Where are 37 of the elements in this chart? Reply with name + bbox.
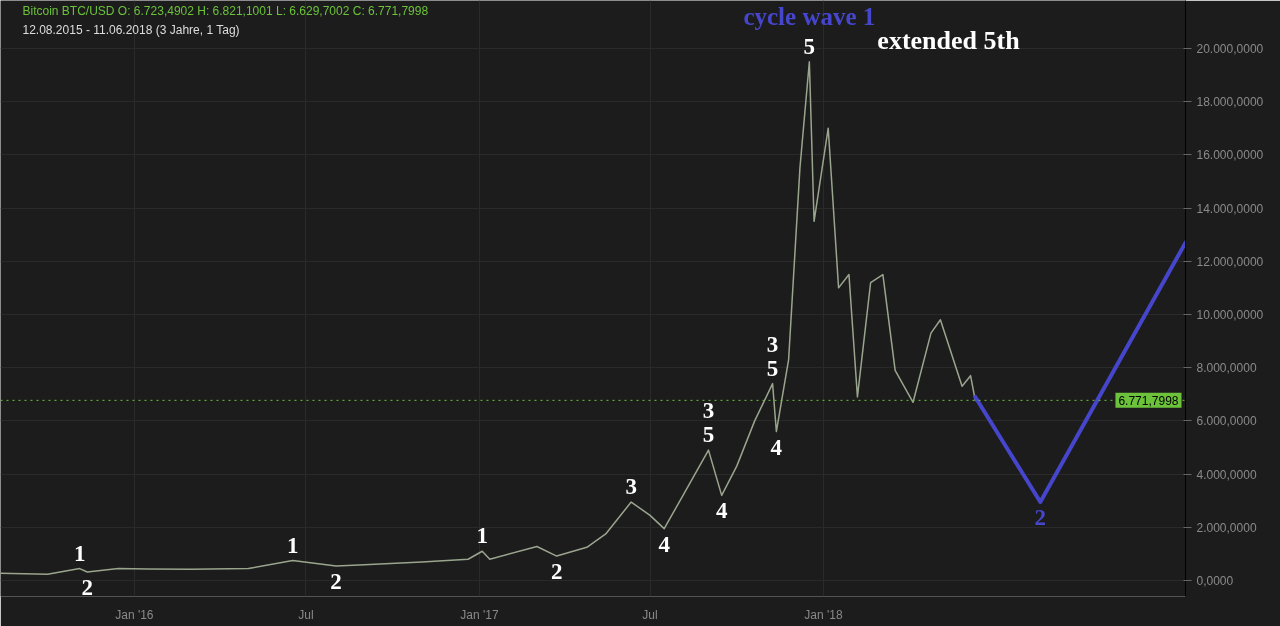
annotation: extended 5th — [877, 26, 1021, 55]
y-tick-label: 16.000,0000 — [1196, 148, 1264, 163]
x-tick-label: Jan '18 — [804, 607, 843, 622]
y-tick-label: 18.000,0000 — [1196, 95, 1264, 110]
annotation: 2 — [1034, 505, 1047, 531]
y-tick-label: 10.000,0000 — [1196, 307, 1264, 322]
x-tick-label: Jan '16 — [115, 607, 154, 622]
y-tick-label: 20.000,0000 — [1196, 41, 1264, 56]
annotation: 5 — [702, 422, 715, 448]
annotation: 3 — [702, 398, 715, 424]
annotation: 1 — [286, 532, 299, 558]
y-tick-label: 6.000,0000 — [1196, 414, 1257, 429]
x-tick-label: Jul — [642, 607, 658, 622]
annotation: 1 — [476, 523, 488, 549]
x-tick-label: Jul — [298, 607, 314, 622]
annotation: 2 — [550, 559, 563, 585]
y-tick-label: 12.000,0000 — [1196, 254, 1264, 269]
y-tick-label: 14.000,0000 — [1196, 201, 1264, 216]
annotation: 5 — [803, 33, 816, 59]
chart-title: Bitcoin BTC/USD O: 6.723,4902 H: 6.821,1001 L: 6.629,7002 C: 6.771,7998 — [22, 3, 429, 18]
y-tick-label: 0,0000 — [1196, 574, 1234, 589]
annotation: 4 — [770, 434, 783, 460]
annotation: 5 — [766, 355, 779, 381]
annotation: 4 — [658, 531, 671, 557]
annotation: 2 — [81, 575, 93, 601]
annotation: 1 — [73, 540, 86, 566]
ref-line-label: 6.771,7998 — [1118, 393, 1179, 408]
y-tick-label: 2.000,0000 — [1196, 520, 1257, 535]
annotation: cycle wave 1 — [743, 2, 876, 30]
annotation: 3 — [625, 474, 637, 500]
annotation: 2 — [330, 568, 342, 594]
y-tick-label: 4.000,0000 — [1196, 467, 1257, 482]
y-tick-label: 8.000,0000 — [1196, 361, 1257, 376]
annotation: 3 — [766, 331, 779, 357]
text: 12.08.2015 - 11.06.2018 (3 Jahre, 1 Tag) — [22, 22, 240, 37]
x-tick-label: Jan '17 — [460, 607, 499, 622]
annotation: 4 — [715, 498, 728, 524]
